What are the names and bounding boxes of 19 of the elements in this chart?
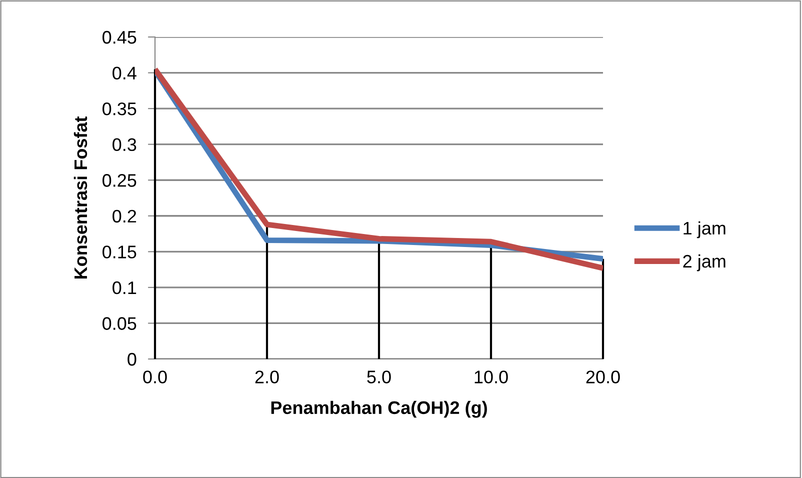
y-tick-label: 0 (128, 352, 136, 366)
x-tick-label: 10.0 (474, 370, 508, 384)
legend-label: 2 jam (683, 254, 726, 272)
x-axis-title: Penambahan Ca(OH)2 (g) (271, 400, 487, 418)
y-tick-label: 0.1 (112, 281, 136, 294)
y-tick-label: 0.3 (112, 138, 136, 152)
x-tick-label: 2.0 (255, 370, 279, 384)
y-tick-label: 0.35 (102, 102, 136, 116)
y-tick-label: 0.25 (102, 174, 136, 187)
y-tick-label: 0.15 (102, 246, 136, 258)
y-tick-label: 0.05 (102, 317, 136, 330)
y-tick-label: 0.4 (112, 66, 136, 80)
legend-label: 1 jam (684, 221, 726, 238)
y-tick-label: 0.2 (112, 210, 136, 223)
y-axis-title: Konsentrasi Fosfat (74, 116, 88, 279)
y-tick-label: 0.45 (102, 30, 136, 44)
x-tick-label: 0.0 (143, 370, 167, 384)
x-tick-label: 20.0 (586, 370, 620, 384)
x-tick-label: 5.0 (367, 370, 391, 384)
